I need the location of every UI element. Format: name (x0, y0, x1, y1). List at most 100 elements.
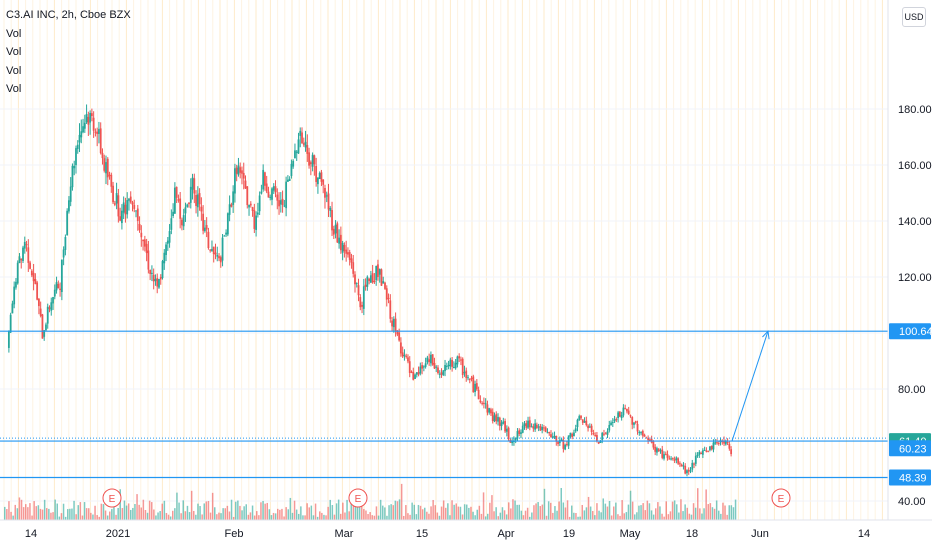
volume-bar-up (585, 507, 588, 520)
volume-bar-down (613, 506, 615, 520)
earnings-marker[interactable]: E (348, 488, 368, 508)
candle-up (292, 159, 295, 169)
candle-up (701, 448, 704, 459)
volume-bar-up (598, 510, 600, 520)
candle-body (502, 421, 505, 424)
volume-indicator-label[interactable]: Vol (6, 64, 22, 77)
volume-bar-down (184, 511, 187, 520)
candle-body (112, 185, 114, 203)
candle-body (392, 318, 395, 328)
candle-body (359, 297, 362, 308)
y-tick-label: 120.00 (898, 272, 932, 284)
candle-body (648, 439, 651, 441)
symbol-title[interactable]: C3.AI INC, 2h, Cboe BZX (6, 9, 131, 21)
candle-body (493, 415, 496, 422)
volume-bar-down (201, 514, 203, 520)
candle-up (435, 365, 438, 372)
earnings-marker[interactable]: E (102, 488, 122, 508)
volume-bar-down (409, 514, 411, 520)
candle-body (69, 186, 72, 202)
candle-body (103, 158, 106, 171)
volume-indicator-label[interactable]: Vol (6, 83, 22, 95)
volume-bar-up (531, 512, 533, 520)
candle-body (209, 249, 212, 251)
volume-bar-down (253, 515, 256, 520)
candle-body (643, 434, 646, 437)
volume-bar-down (617, 514, 619, 520)
candle-down (32, 263, 35, 291)
candle-down (475, 379, 478, 391)
volume-bar-up (384, 507, 386, 520)
earnings-marker[interactable]: E (771, 488, 791, 508)
volume-bar-up (694, 507, 697, 520)
volume-bar-down (304, 515, 306, 520)
candle-down (175, 186, 178, 204)
volume-indicator-label[interactable]: Vol (6, 46, 22, 58)
candle-body (135, 210, 137, 212)
candle-body (122, 202, 125, 213)
candle-body (387, 297, 390, 299)
volume-bar-down (205, 501, 208, 520)
volume-bar-down (642, 503, 644, 520)
candle-body (41, 314, 44, 339)
volume-bar-up (182, 500, 184, 520)
candle-down (387, 293, 390, 304)
candle-up (184, 202, 187, 222)
candle-down (188, 202, 190, 208)
candle-up (574, 424, 577, 433)
earnings-marker-label: E (109, 494, 116, 505)
candle-body (467, 377, 469, 379)
candle-body (193, 178, 196, 194)
volume-bar-up (270, 515, 273, 520)
candle-down (400, 337, 402, 357)
volume-bar-down (327, 506, 329, 520)
volume-bar-down (482, 492, 485, 520)
volume-bar-down (426, 511, 428, 520)
candle-down (136, 204, 139, 231)
candle-body (253, 210, 256, 229)
candle-body (87, 116, 90, 125)
currency-button[interactable]: USD (902, 7, 926, 27)
candle-up (182, 208, 185, 231)
candle-up (633, 422, 635, 429)
candle-down (730, 446, 733, 457)
volume-bar-down (60, 513, 63, 520)
candle-down (684, 463, 687, 475)
candle-up (158, 278, 160, 289)
candle-down (528, 416, 531, 431)
candle-body (52, 297, 54, 304)
candle-body (468, 378, 471, 380)
y-tick-label: 40.00 (898, 496, 926, 508)
volume-bar-up (476, 509, 478, 520)
candle-up (286, 175, 289, 182)
volume-bar-up (302, 515, 304, 520)
candle-body (444, 365, 446, 372)
volume-bar-down (22, 507, 25, 520)
candle-body (297, 139, 300, 154)
volume-bar-down (440, 506, 443, 520)
candle-body (445, 365, 448, 367)
volume-bar-down (713, 508, 716, 520)
volume-bar-down (550, 502, 552, 520)
volume-bar-down (726, 514, 728, 520)
candle-down (29, 260, 31, 270)
candle-body (329, 208, 332, 211)
candle-up (9, 312, 12, 334)
candle-body (544, 427, 547, 432)
candle-body (703, 449, 706, 451)
candle-body (408, 361, 411, 373)
candle-body (723, 440, 725, 444)
volume-bar-up (48, 508, 50, 520)
candle-up (355, 282, 358, 288)
candle-body (624, 408, 627, 410)
volume-indicator-label[interactable]: Vol (6, 27, 22, 40)
candle-body (407, 357, 409, 362)
candle-body (484, 403, 487, 405)
candle-body (325, 195, 328, 197)
level-price-label: 60.23 (889, 440, 931, 457)
candle-body (318, 172, 321, 179)
volume-bar-down (218, 512, 220, 520)
volume-bar-down (478, 505, 481, 520)
